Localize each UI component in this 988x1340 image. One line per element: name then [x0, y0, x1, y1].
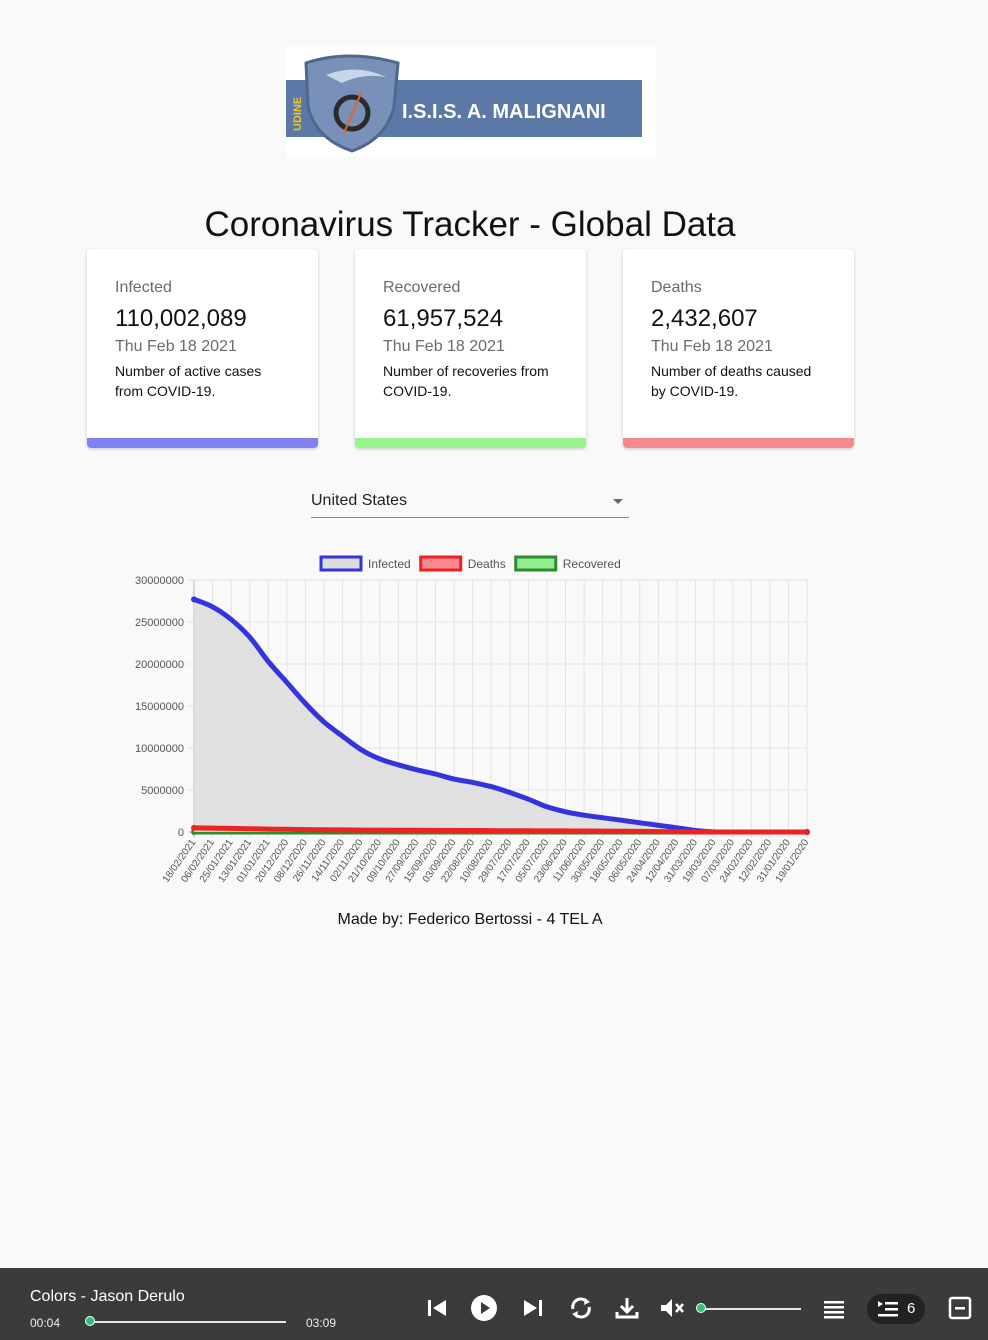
card-value: 61,957,524	[383, 305, 504, 332]
volume-handle[interactable]	[696, 1303, 706, 1313]
series-point-deaths	[804, 829, 810, 835]
covid-line-chart: Infected Deaths Recovered 30000000 25000000…	[135, 555, 812, 885]
school-logo: UDINE I.S.I.S. A. MALIGNANI	[286, 47, 656, 157]
chart-series	[191, 596, 810, 835]
card-description: Number of recoveries from COVID-19.	[383, 363, 549, 399]
y-tick-label: 25000000	[135, 617, 184, 629]
seek-handle[interactable]	[85, 1316, 95, 1326]
y-tick-label: 5000000	[141, 785, 184, 797]
seek-slider[interactable]	[85, 1316, 286, 1326]
card-value: 2,432,607	[651, 305, 758, 332]
duration: 03:09	[306, 1316, 337, 1330]
legend-swatch-recovered	[514, 555, 558, 572]
volume-slider[interactable]	[696, 1303, 801, 1313]
x-axis-ticks: 18/02/202106/02/202125/01/202113/01/2021…	[161, 837, 812, 885]
legend-label-infected: Infected	[368, 557, 411, 571]
card-deaths: Deaths 2,432,607 Thu Feb 18 2021 Number …	[623, 249, 854, 448]
chart-legend: Infected Deaths Recovered	[319, 555, 621, 572]
repeat-icon[interactable]	[567, 1294, 595, 1322]
current-time: 00:04	[30, 1316, 61, 1330]
credit-text: Made by: Federico Bertossi - 4 TEL A	[337, 911, 603, 928]
series-point-infected	[191, 596, 197, 603]
music-player: Colors - Jason Derulo 00:04 03:09 6	[0, 1268, 988, 1340]
logo-side-text: UDINE	[292, 97, 304, 131]
card-value: 110,002,089	[115, 305, 247, 332]
card-color-bar	[87, 438, 318, 448]
card-description: Number of active cases from COVID-19.	[115, 363, 262, 399]
card-date: Thu Feb 18 2021	[115, 338, 237, 355]
card-label: Deaths	[651, 279, 702, 296]
card-color-bar	[623, 438, 854, 448]
track-title: Colors - Jason Derulo	[30, 1288, 185, 1305]
playlist-icon[interactable]	[820, 1294, 848, 1322]
country-select-value: United States	[311, 492, 408, 509]
mute-icon[interactable]	[658, 1294, 686, 1322]
play-icon[interactable]	[470, 1294, 498, 1322]
y-tick-label: 20000000	[135, 659, 184, 671]
series-area-infected	[194, 599, 807, 833]
card-date: Thu Feb 18 2021	[651, 338, 773, 355]
card-recovered: Recovered 61,957,524 Thu Feb 18 2021 Num…	[355, 249, 586, 448]
queue-button[interactable]: 6	[867, 1294, 925, 1324]
country-select[interactable]: United States	[311, 488, 629, 518]
logo-graphic: UDINE I.S.I.S. A. MALIGNANI	[286, 54, 642, 153]
legend-swatch-deaths	[419, 555, 463, 572]
logo-text: I.S.I.S. A. MALIGNANI	[402, 101, 606, 123]
previous-icon[interactable]	[423, 1294, 451, 1322]
y-tick-label: 10000000	[135, 743, 184, 755]
legend-label-recovered: Recovered	[563, 557, 621, 571]
queue-count: 6	[907, 1300, 916, 1317]
logo-shield	[304, 54, 400, 153]
next-icon[interactable]	[519, 1294, 547, 1322]
series-line-deaths	[191, 825, 810, 835]
logo-wing	[326, 69, 386, 83]
legend-swatch-infected	[319, 555, 363, 572]
card-date: Thu Feb 18 2021	[383, 338, 505, 355]
card-color-bar	[355, 438, 586, 448]
legend-label-deaths: Deaths	[468, 557, 506, 571]
minimize-icon[interactable]	[946, 1294, 974, 1322]
download-icon[interactable]	[613, 1294, 641, 1322]
queue-icon	[878, 1301, 898, 1317]
y-tick-label: 0	[178, 827, 184, 839]
y-tick-label: 15000000	[135, 701, 184, 713]
y-tick-label: 30000000	[135, 575, 184, 587]
card-label: Recovered	[383, 279, 461, 296]
y-axis-ticks: 30000000 25000000 20000000 15000000 10000000…	[135, 575, 184, 839]
logo-bolt	[343, 90, 363, 134]
card-description: Number of deaths caused by COVID-19.	[651, 363, 812, 399]
card-label: Infected	[115, 279, 172, 296]
page-title: Coronavirus Tracker - Global Data	[204, 205, 736, 244]
card-infected: Infected 110,002,089 Thu Feb 18 2021 Num…	[87, 249, 318, 448]
logo-gear	[333, 94, 371, 132]
chevron-down-icon	[613, 499, 623, 504]
series-point-deaths	[191, 824, 197, 831]
